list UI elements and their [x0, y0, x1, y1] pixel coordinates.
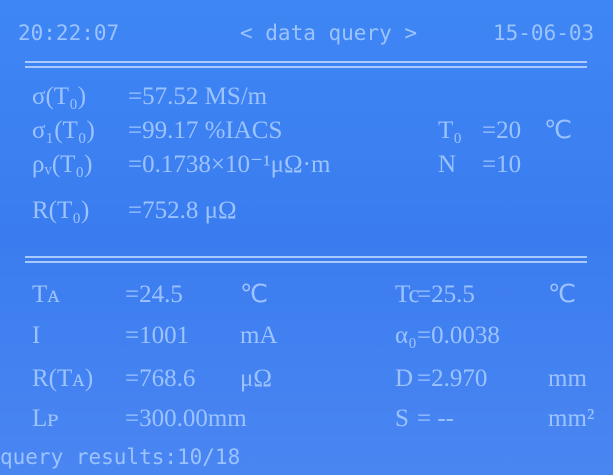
result-value: =0.1738×10⁻¹μΩ·m — [128, 152, 330, 177]
footer-status: query results:10/18 — [0, 447, 240, 468]
clock: 20:22:07 — [18, 23, 119, 44]
measure-value: =25.5 — [417, 282, 475, 307]
measure-label: α₀ — [395, 323, 417, 348]
result-value: =752.8 μΩ — [128, 198, 237, 223]
result-label: σ₁(T₀) — [32, 118, 95, 143]
measure-label: Tᴀ — [32, 282, 60, 307]
measure-value: =300.00mm — [125, 406, 247, 431]
measure-value: =24.5 — [125, 282, 183, 307]
result-value: =99.17 %IACS — [128, 118, 282, 143]
param-unit: ℃ — [544, 118, 572, 143]
date: 15-06-03 — [493, 23, 594, 44]
measure-value: = -- — [417, 406, 454, 431]
divider — [25, 66, 587, 68]
param-label: N — [438, 152, 456, 177]
lcd-screen: 20:22:07 < data query > 15-06-03 query r… — [0, 0, 613, 475]
param-value: =20 — [482, 118, 521, 143]
measure-label: S — [395, 406, 409, 431]
result-value: =57.52 MS/m — [128, 84, 267, 109]
result-label: ρᵥ(T₀) — [32, 152, 92, 177]
measure-unit: mA — [240, 323, 278, 348]
measure-unit: mm² — [548, 406, 594, 431]
measure-unit: ℃ — [240, 282, 268, 307]
screen-title: < data query > — [240, 23, 417, 44]
result-label: σ(T₀) — [32, 84, 86, 109]
measure-value: =0.0038 — [417, 323, 500, 348]
measure-unit: ℃ — [548, 282, 576, 307]
measure-value: =768.6 — [125, 366, 195, 391]
measure-unit: mm — [548, 366, 587, 391]
measure-label: I — [32, 323, 40, 348]
measure-label: D — [395, 366, 413, 391]
divider — [25, 256, 587, 258]
param-value: =10 — [482, 152, 521, 177]
measure-value: =2.970 — [417, 366, 487, 391]
divider — [25, 261, 587, 263]
measure-label: R(Tᴀ) — [32, 366, 93, 391]
measure-unit: μΩ — [240, 366, 272, 391]
param-label: T₀ — [438, 118, 462, 143]
result-label: R(T₀) — [32, 198, 89, 223]
divider — [25, 61, 587, 63]
measure-value: =1001 — [125, 323, 189, 348]
measure-label: Lᴘ — [32, 406, 59, 431]
measure-label: Tc — [395, 282, 420, 307]
